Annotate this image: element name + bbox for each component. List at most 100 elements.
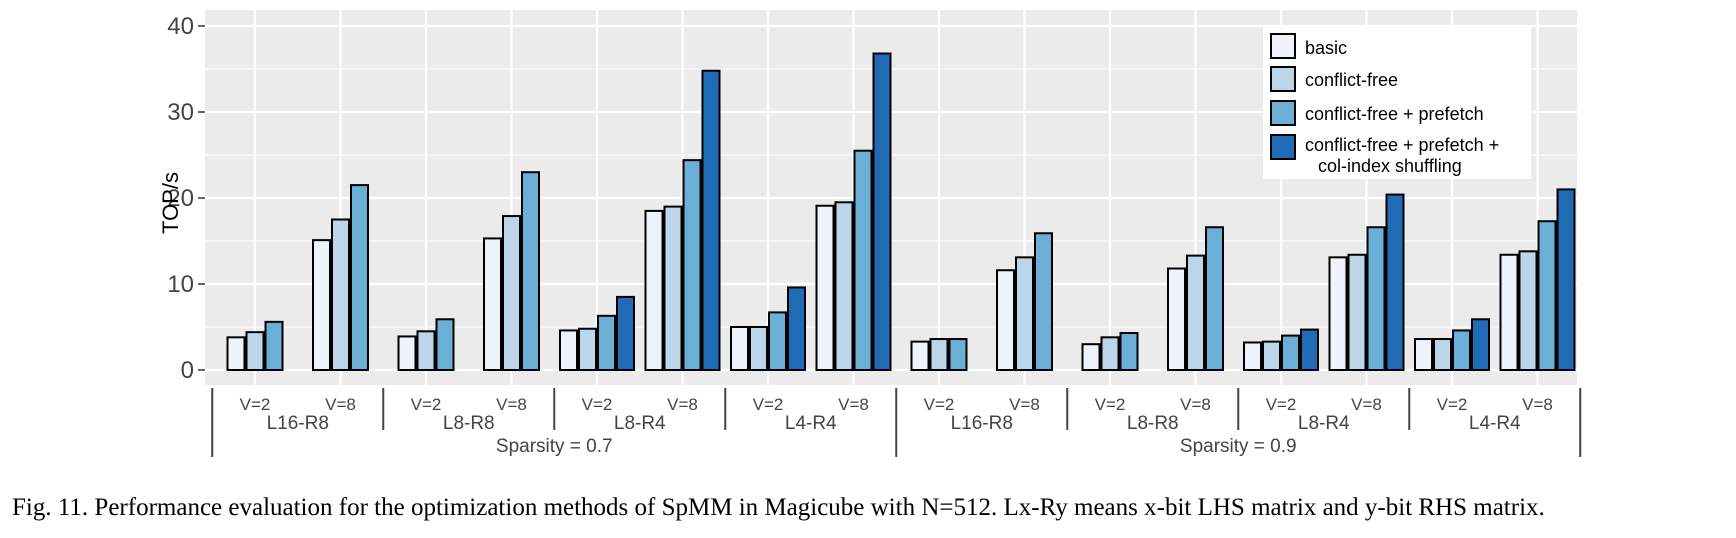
- bar-conflict-free: [1518, 250, 1538, 372]
- bar-conflict-free-prefetch: [1452, 329, 1471, 372]
- bar-conflict-free-prefetch: [1366, 226, 1386, 371]
- y-axis: 0 10 20 30 40: [167, 13, 205, 384]
- v-label: V=2: [1266, 395, 1297, 414]
- bar-conflict-free-prefetch: [521, 171, 540, 371]
- bar-basic: [1328, 256, 1348, 371]
- bar-conflict-free-prefetch: [435, 318, 455, 372]
- bar-conflict-free-prefetch-col-index-shuffling: [787, 286, 806, 371]
- v-label: V=8: [1522, 395, 1553, 414]
- bar-conflict-free: [331, 218, 350, 371]
- bar-conflict-free: [416, 330, 436, 371]
- v-label: V=8: [838, 395, 869, 414]
- v-label: V=2: [753, 395, 784, 414]
- bar-conflict-free-prefetch-col-index-shuffling: [1385, 193, 1405, 371]
- bar-conflict-free-prefetch: [597, 314, 616, 372]
- y-tick-label: 30: [167, 99, 194, 126]
- legend-box: [1263, 27, 1531, 179]
- config-label: L8-R8: [443, 413, 495, 434]
- legend-label: conflict-free: [1305, 70, 1398, 90]
- bar-basic: [996, 269, 1015, 371]
- v-label: V=8: [1180, 395, 1211, 414]
- bar-conflict-free: [834, 201, 854, 371]
- bar-conflict-free-prefetch: [1034, 232, 1053, 371]
- v-label: V=2: [924, 395, 955, 414]
- bar-chart: 0 10 20 30 40 TOP/s V=2 V=8 V=2 V=8 V=2 V=8 V=2 V=8…: [158, 10, 1582, 457]
- bar-conflict-free-prefetch: [264, 320, 284, 371]
- legend-label: basic: [1305, 38, 1347, 58]
- y-tick-label: 0: [181, 357, 194, 384]
- bar-conflict-free: [929, 338, 949, 372]
- bar-basic: [559, 329, 578, 372]
- bar-basic: [397, 335, 417, 371]
- config-label: L4-R4: [785, 413, 837, 434]
- y-axis-title: TOP/s: [158, 172, 183, 234]
- bar-conflict-free-prefetch: [1205, 226, 1224, 371]
- config-label: L8-R4: [614, 413, 666, 434]
- bar-basic: [730, 326, 749, 371]
- legend-label: conflict-free + prefetch +: [1305, 135, 1499, 155]
- bar-basic: [910, 340, 930, 371]
- v-label: V=2: [1437, 395, 1468, 414]
- bar-conflict-free-prefetch: [1119, 332, 1139, 371]
- bar-basic: [1499, 253, 1519, 371]
- bar-basic: [815, 204, 835, 371]
- bar-basic: [483, 237, 502, 371]
- bar-conflict-free: [1433, 338, 1452, 372]
- legend-key: [1270, 66, 1296, 92]
- bar-basic: [1081, 343, 1101, 372]
- bar-conflict-free: [1186, 254, 1205, 371]
- bar-conflict-free: [1100, 336, 1120, 372]
- bar-conflict-free: [749, 326, 768, 371]
- legend-label: col-index shuffling: [1318, 156, 1462, 176]
- legend-label: conflict-free + prefetch: [1305, 104, 1484, 124]
- bar-conflict-free: [1015, 256, 1034, 371]
- legend-key: [1270, 100, 1296, 126]
- sparsity-label: Sparsity = 0.9: [1180, 436, 1297, 457]
- bar-conflict-free-prefetch: [1537, 220, 1557, 371]
- bar-conflict-free-prefetch: [682, 159, 702, 371]
- bar-conflict-free: [1262, 340, 1281, 371]
- config-label: L8-R8: [1127, 413, 1179, 434]
- bar-conflict-free: [1347, 253, 1367, 371]
- y-tick-label: 10: [167, 271, 194, 298]
- bar-basic: [644, 209, 664, 371]
- bar-conflict-free-prefetch-col-index-shuffling: [1471, 318, 1490, 372]
- bar-conflict-free: [502, 215, 521, 371]
- bar-conflict-free-prefetch-col-index-shuffling: [1556, 188, 1576, 371]
- v-label: V=8: [1351, 395, 1382, 414]
- sparsity-label: Sparsity = 0.7: [496, 436, 613, 457]
- bar-basic: [1414, 338, 1433, 372]
- bar-conflict-free: [578, 327, 597, 371]
- bar-basic: [1243, 341, 1262, 372]
- config-label: L16-R8: [267, 413, 329, 434]
- legend-key: [1270, 134, 1296, 160]
- bar-basic: [226, 336, 246, 372]
- bar-conflict-free-prefetch-col-index-shuffling: [872, 52, 892, 372]
- bar-basic: [1167, 267, 1186, 371]
- bar-conflict-free-prefetch: [768, 311, 787, 372]
- v-label: V=8: [325, 395, 356, 414]
- v-label: V=2: [582, 395, 613, 414]
- bar-conflict-free: [663, 205, 683, 371]
- config-label: L16-R8: [951, 413, 1013, 434]
- bars: [226, 52, 1576, 372]
- legend: basic conflict-free conflict-free + prefet…: [1263, 27, 1531, 179]
- config-label: L8-R4: [1298, 413, 1350, 434]
- v-label: V=8: [1009, 395, 1040, 414]
- figure-caption: Fig. 11. Performance evaluation for the …: [12, 494, 1545, 521]
- legend-key: [1270, 33, 1296, 59]
- bar-conflict-free-prefetch: [350, 184, 369, 371]
- bar-conflict-free-prefetch: [948, 338, 968, 372]
- x-axis-groups: V=2 V=8 V=2 V=8 V=2 V=8 V=2 V=8 V=2 V=8 V=2 V=8 V=2 V…: [211, 388, 1582, 457]
- bar-conflict-free-prefetch-col-index-shuffling: [616, 295, 635, 371]
- bar-conflict-free-prefetch: [853, 149, 873, 371]
- y-tick-label: 40: [167, 13, 194, 40]
- bar-conflict-free-prefetch-col-index-shuffling: [1300, 328, 1319, 371]
- v-label: V=8: [496, 395, 527, 414]
- bar-conflict-free-prefetch: [1281, 334, 1300, 372]
- bar-conflict-free-prefetch-col-index-shuffling: [701, 69, 721, 371]
- v-label: V=2: [1095, 395, 1126, 414]
- v-label: V=8: [667, 395, 698, 414]
- v-label: V=2: [411, 395, 442, 414]
- config-label: L4-R4: [1469, 413, 1521, 434]
